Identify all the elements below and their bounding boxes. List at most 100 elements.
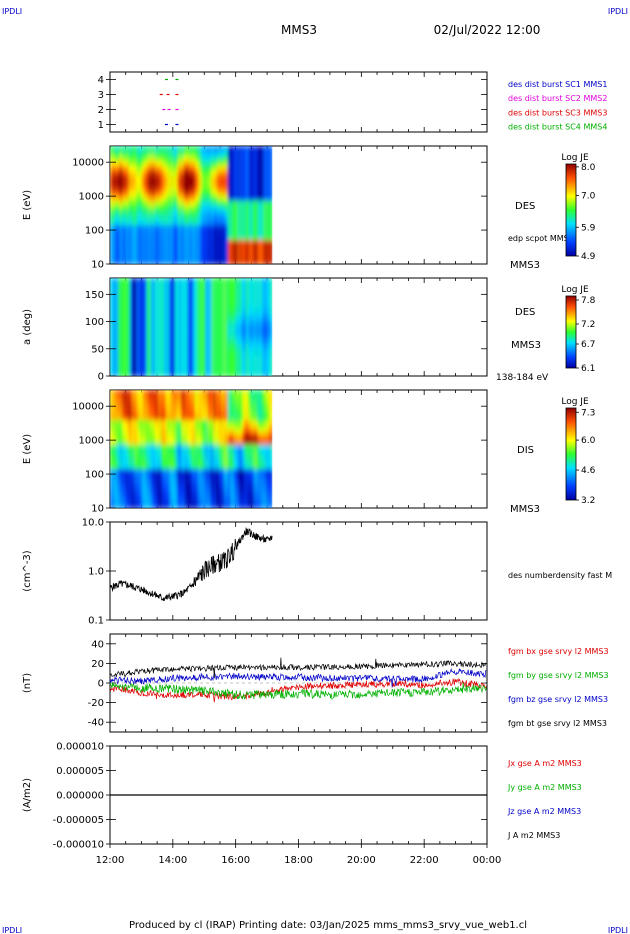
- spectrogram-cell: [223, 343, 227, 349]
- spectrogram-cell: [178, 190, 182, 196]
- spectrogram-cell: [166, 155, 170, 162]
- spectrogram-cell: [154, 180, 158, 186]
- spectrogram-cell: [176, 244, 180, 250]
- spectrogram-cell: [252, 294, 255, 300]
- spectrogram-cell: [185, 209, 188, 216]
- spectrogram-cell: [252, 170, 255, 177]
- spectrogram-cell: [136, 310, 140, 316]
- spectrogram-cell: [116, 473, 119, 480]
- spectrogram-cell: [266, 155, 269, 162]
- spectrogram-cell: [112, 343, 115, 349]
- spectrogram-cell: [118, 190, 121, 196]
- spectrogram-cell: [162, 399, 166, 406]
- spectrogram-cell: [170, 483, 174, 489]
- spectrogram-cell: [112, 239, 115, 245]
- spectrogram-cell: [264, 290, 267, 295]
- spectrogram-cell: [164, 286, 168, 291]
- spectrogram-cell: [205, 244, 208, 250]
- spectrogram-cell: [166, 302, 170, 308]
- spectrogram-cell: [254, 322, 257, 328]
- spectrogram-cell: [178, 290, 182, 295]
- spectrogram-cell: [211, 331, 215, 336]
- spectrogram-cell: [110, 483, 113, 489]
- spectrogram-cell: [183, 234, 186, 241]
- spectrogram-cell: [201, 302, 204, 308]
- spectrogram-cell: [126, 355, 129, 361]
- spectrogram-cell: [252, 209, 255, 216]
- spectrogram-cell: [142, 478, 146, 485]
- spectrogram-cell: [231, 175, 235, 182]
- spectrogram-cell: [122, 399, 125, 406]
- spectrogram-cell: [254, 318, 257, 324]
- spectrogram-cell: [162, 390, 166, 396]
- spectrogram-cell: [118, 424, 121, 430]
- spectrogram-cell: [178, 453, 182, 460]
- spectrogram-cell: [126, 298, 129, 304]
- spectrogram-cell: [176, 449, 180, 455]
- spectrogram-cell: [126, 429, 129, 435]
- spectrogram-cell: [172, 424, 176, 430]
- spectrogram-cell: [260, 278, 263, 283]
- spectrogram-cell: [152, 306, 156, 312]
- spectrogram-cell: [128, 493, 131, 499]
- spectrogram-cell: [134, 478, 137, 485]
- spectrogram-cell: [233, 244, 237, 250]
- spectrogram-cell: [110, 503, 113, 508]
- spectrogram-cell: [154, 363, 158, 369]
- spectrogram-cell: [221, 229, 225, 236]
- spectrogram-cell: [148, 468, 152, 475]
- spectrogram-cell: [118, 155, 121, 162]
- spectrogram-cell: [130, 290, 133, 295]
- spectrogram-cell: [142, 463, 146, 470]
- spectrogram-cell: [154, 371, 158, 376]
- spectrogram-cell: [112, 229, 115, 236]
- spectrogram-cell: [112, 290, 115, 295]
- spectrogram-cell: [156, 419, 160, 426]
- spectrogram-cell: [156, 224, 160, 231]
- spectrogram-cell: [132, 175, 135, 182]
- spectrogram-cell: [264, 347, 267, 353]
- spectrogram-cell: [231, 234, 235, 241]
- spectrogram-cell: [162, 259, 166, 264]
- spectrogram-cell: [162, 444, 166, 450]
- spectrogram-cell: [146, 146, 150, 152]
- spectrogram-cell: [258, 371, 261, 376]
- spectrogram-cell: [266, 259, 269, 264]
- spectrogram-cell: [124, 351, 127, 357]
- spectrogram-cell: [215, 195, 219, 201]
- spectrogram-cell: [223, 355, 227, 361]
- spectrogram-cell: [138, 278, 142, 283]
- spectrogram-cell: [217, 335, 221, 340]
- spectrogram-cell: [237, 371, 241, 376]
- spectrogram-cell: [116, 498, 119, 504]
- spectrogram-cell: [178, 335, 182, 340]
- spectrogram-cell: [217, 367, 221, 373]
- spectrogram-cell: [134, 424, 137, 430]
- spectrogram-cell: [252, 343, 255, 349]
- spectrogram-cell: [205, 229, 208, 236]
- spectrogram-cell: [124, 259, 127, 264]
- spectrogram-cell: [262, 294, 265, 300]
- spectrogram-cell: [260, 234, 263, 241]
- spectrogram-cell: [120, 478, 123, 485]
- spectrogram-cell: [199, 363, 202, 369]
- spectrogram-cell: [207, 327, 211, 332]
- spectrogram-cell: [140, 185, 144, 191]
- spectrogram-cell: [217, 339, 221, 344]
- spectrogram-cell: [233, 371, 237, 376]
- spectrogram-cell: [120, 219, 123, 226]
- spectrogram-cell: [203, 259, 206, 264]
- spectrogram-cell: [197, 306, 200, 312]
- spectrogram-cell: [162, 249, 166, 255]
- spectrogram-cell: [142, 453, 146, 460]
- spectrogram-cell: [160, 239, 164, 245]
- spectrogram-cell: [136, 195, 140, 201]
- spectrogram-cell: [162, 146, 166, 152]
- spectrogram-cell: [156, 399, 160, 406]
- spectrogram-cell: [195, 146, 198, 152]
- spectrogram-cell: [114, 150, 117, 157]
- spectrogram-cell: [156, 347, 160, 353]
- spectrogram-cell: [235, 244, 239, 250]
- spectrogram-cell: [164, 367, 168, 373]
- spectrogram-cell: [187, 367, 190, 373]
